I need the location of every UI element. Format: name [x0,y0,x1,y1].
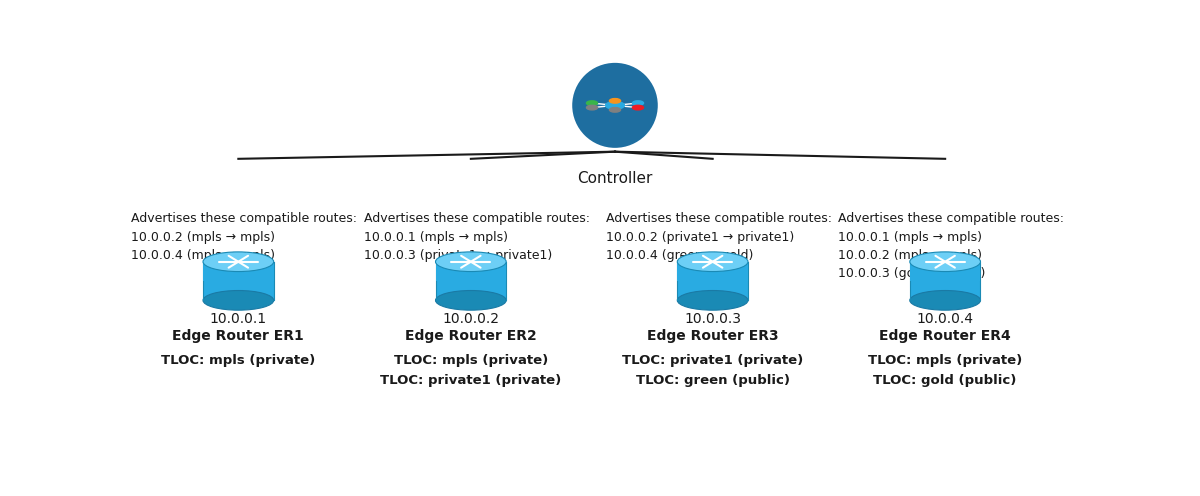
Circle shape [632,101,643,105]
Circle shape [610,108,620,112]
Text: TLOC: mpls (private): TLOC: mpls (private) [394,354,548,367]
Text: 10.0.0.3 (gold → green): 10.0.0.3 (gold → green) [839,267,985,280]
Text: Edge Router ER1: Edge Router ER1 [173,329,305,343]
FancyBboxPatch shape [203,262,274,301]
Text: 10.0.0.1 (mpls → mpls): 10.0.0.1 (mpls → mpls) [364,231,508,244]
Text: Advertises these compatible routes:: Advertises these compatible routes: [606,212,832,225]
Text: Edge Router ER4: Edge Router ER4 [880,329,1012,343]
Text: Advertises these compatible routes:: Advertises these compatible routes: [839,212,1064,225]
Text: 10.0.0.2 (mpls → mpls): 10.0.0.2 (mpls → mpls) [132,231,276,244]
FancyBboxPatch shape [910,262,980,281]
Text: 10.0.0.2: 10.0.0.2 [443,312,499,326]
FancyBboxPatch shape [436,262,506,301]
FancyBboxPatch shape [677,262,748,301]
Text: 10.0.0.3: 10.0.0.3 [684,312,742,326]
Text: 10.0.0.1 (mpls → mpls): 10.0.0.1 (mpls → mpls) [839,231,983,244]
Circle shape [587,105,598,110]
Text: TLOC: mpls (private): TLOC: mpls (private) [161,354,316,367]
Text: Edge Router ER2: Edge Router ER2 [404,329,536,343]
Text: Advertises these compatible routes:: Advertises these compatible routes: [132,212,358,225]
Text: TLOC: green (public): TLOC: green (public) [636,373,790,387]
Text: TLOC: private1 (private): TLOC: private1 (private) [622,354,803,367]
Circle shape [632,105,643,110]
Text: 10.0.0.1: 10.0.0.1 [210,312,266,326]
FancyBboxPatch shape [203,262,274,281]
FancyBboxPatch shape [677,262,748,281]
Text: 10.0.0.2 (mpls → mpls): 10.0.0.2 (mpls → mpls) [839,249,983,262]
Text: TLOC: private1 (private): TLOC: private1 (private) [380,373,562,387]
Ellipse shape [436,291,506,310]
Ellipse shape [677,291,748,310]
Text: Advertises these compatible routes:: Advertises these compatible routes: [364,212,590,225]
Ellipse shape [203,291,274,310]
FancyBboxPatch shape [436,262,506,281]
FancyBboxPatch shape [910,262,980,301]
Circle shape [606,102,624,109]
Text: TLOC: gold (public): TLOC: gold (public) [874,373,1016,387]
Text: TLOC: mpls (private): TLOC: mpls (private) [868,354,1022,367]
Text: 10.0.0.4 (mpls → mpls): 10.0.0.4 (mpls → mpls) [132,249,276,262]
Text: 10.0.0.4: 10.0.0.4 [917,312,973,326]
Text: 10.0.0.2 (private1 → private1): 10.0.0.2 (private1 → private1) [606,231,794,244]
Ellipse shape [436,252,506,271]
Circle shape [610,99,620,103]
Text: 10.0.0.4 (green → gold): 10.0.0.4 (green → gold) [606,249,754,262]
Ellipse shape [910,252,980,271]
Ellipse shape [677,252,748,271]
Ellipse shape [910,291,980,310]
Ellipse shape [203,252,274,271]
Ellipse shape [572,63,658,148]
Circle shape [587,101,598,105]
Text: 10.0.0.3 (private1 → private1): 10.0.0.3 (private1 → private1) [364,249,552,262]
Text: Edge Router ER3: Edge Router ER3 [647,329,779,343]
Text: Controller: Controller [577,171,653,186]
